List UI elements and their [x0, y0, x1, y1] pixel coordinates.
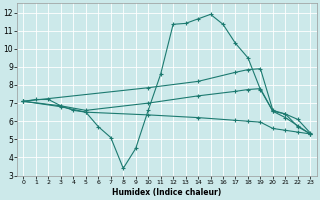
X-axis label: Humidex (Indice chaleur): Humidex (Indice chaleur)	[112, 188, 221, 197]
